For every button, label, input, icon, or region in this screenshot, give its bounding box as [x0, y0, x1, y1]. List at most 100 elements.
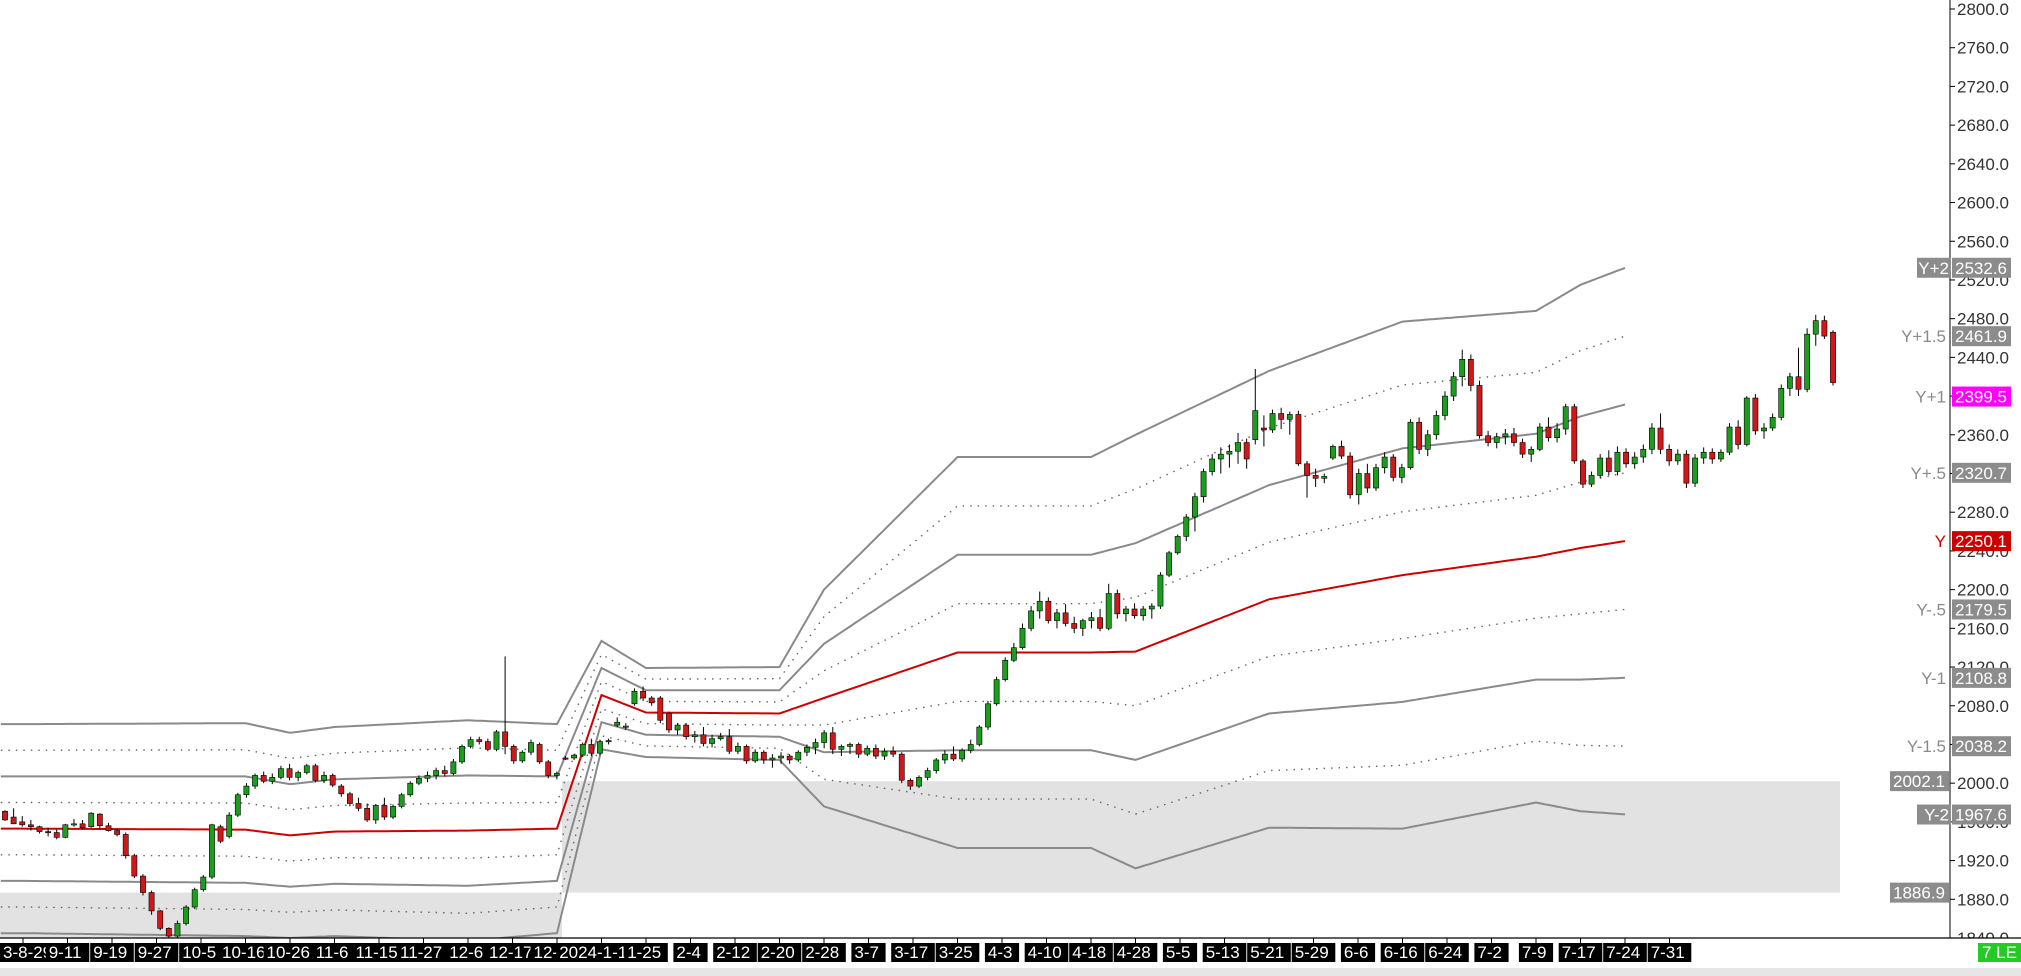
candle-body — [683, 724, 690, 738]
candle-body — [933, 759, 940, 771]
candle — [312, 763, 319, 783]
x-tick: 12-6 — [446, 938, 490, 962]
candle — [1381, 452, 1388, 474]
candle — [726, 728, 733, 755]
candle-body — [1045, 600, 1052, 621]
candle — [924, 767, 931, 781]
candle — [1562, 403, 1569, 435]
band-label: 1886.9 — [1890, 882, 1949, 903]
x-tick: 2-20 — [757, 938, 802, 962]
shaded-zone — [0, 892, 562, 938]
candle — [1631, 452, 1638, 469]
band-name: Y — [1935, 532, 1946, 551]
candle — [62, 823, 69, 839]
x-tick-label-box — [219, 943, 272, 962]
candle — [355, 797, 362, 812]
band-value: 2532.6 — [1955, 259, 2007, 278]
x-tick-label: 1-25 — [627, 943, 661, 962]
candle — [1407, 419, 1414, 470]
candle — [1019, 623, 1026, 650]
candle-body — [502, 731, 509, 747]
candle-body — [1467, 359, 1474, 386]
candle — [709, 734, 715, 748]
candle-body — [1105, 593, 1112, 629]
x-tick-label: 2-12 — [716, 943, 750, 962]
x-tick-label: 5-13 — [1206, 943, 1240, 962]
x-tick: 4-18 — [1069, 938, 1113, 962]
candle — [1390, 454, 1397, 482]
candle-body — [243, 785, 250, 796]
x-tick-label-box — [45, 943, 90, 962]
candle-body — [1554, 428, 1560, 438]
candle — [1657, 413, 1664, 455]
x-tick-label: 7-24 — [1606, 943, 1640, 962]
candle — [752, 749, 759, 763]
candle — [1209, 454, 1216, 476]
candle — [683, 723, 690, 740]
candle — [1536, 423, 1543, 452]
candle-body — [553, 773, 560, 776]
candle — [1140, 606, 1147, 621]
x-tick-label: 2024-1-14 — [559, 943, 637, 962]
candle — [243, 783, 250, 798]
candle-body — [1743, 397, 1750, 445]
candle-body — [1605, 457, 1612, 472]
x-tick-label: 3-7 — [854, 943, 879, 962]
candle-body — [579, 744, 586, 756]
band-y-minus-1-5 — [0, 734, 1626, 915]
x-tick-label-box — [802, 943, 846, 962]
x-tick-label: 6-24 — [1428, 943, 1462, 962]
candle — [303, 763, 310, 775]
x-tick: 10-5 — [179, 938, 223, 962]
candle-body — [217, 826, 224, 842]
band-name: Y+1 — [1915, 388, 1946, 407]
candle-body — [778, 755, 784, 759]
candle — [1519, 438, 1526, 459]
candle-body — [191, 889, 198, 908]
x-tick-label: 4-3 — [988, 943, 1013, 962]
candle-body — [924, 770, 931, 778]
candle-body — [467, 739, 474, 747]
candle — [1554, 423, 1560, 443]
band-label: Y 2250.1 — [1935, 531, 2011, 552]
candle-body — [1355, 473, 1362, 496]
candle — [27, 819, 34, 831]
candle-body — [812, 742, 819, 748]
x-tick-label-box — [352, 943, 406, 962]
candle-body — [1588, 475, 1595, 485]
candle-body — [838, 746, 845, 750]
candle-body — [631, 690, 638, 705]
band-name: Y+.5 — [1911, 464, 1946, 483]
candle-body — [916, 777, 922, 787]
candle-body — [1338, 446, 1345, 457]
x-tick: 10-16 — [219, 938, 272, 962]
band-value: 2461.9 — [1955, 327, 2007, 346]
band-name: Y-1 — [1921, 669, 1946, 688]
candle — [286, 763, 293, 781]
candle-body — [1312, 475, 1319, 479]
candle-body — [1261, 427, 1267, 431]
y-tick-label: 2480.0 — [1957, 310, 2009, 329]
candle — [1364, 463, 1371, 493]
candle — [1442, 391, 1448, 421]
candle-body — [88, 812, 95, 828]
candle — [79, 819, 86, 830]
candle-body — [105, 825, 112, 831]
candle-body — [1657, 427, 1664, 450]
band-label: Y+2 2532.6 — [1917, 257, 2011, 278]
candle-body — [726, 736, 733, 752]
x-tick: 7-24 — [1603, 938, 1647, 962]
candle — [976, 725, 983, 747]
candle-body — [1321, 476, 1328, 479]
candle-body — [1028, 610, 1034, 629]
x-tick: 6-6 — [1340, 938, 1376, 962]
candle — [1338, 440, 1345, 459]
x-axis-end-badge: 7 LE — [1978, 943, 2021, 962]
candle — [1278, 407, 1285, 429]
candle-body — [122, 834, 129, 857]
band-value-box — [1952, 736, 2011, 757]
candle-body — [1390, 456, 1397, 478]
x-tick-label-box — [1202, 943, 1247, 962]
candle-body — [1769, 417, 1776, 429]
candle — [19, 816, 26, 827]
